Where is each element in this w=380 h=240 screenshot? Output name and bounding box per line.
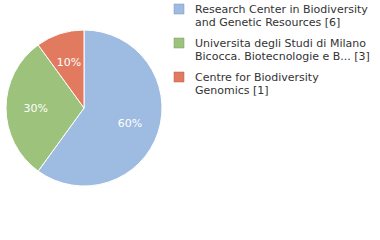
pie-slice xyxy=(6,45,84,171)
legend-label-line: Research Center in Biodiversity xyxy=(195,3,368,16)
data-label: 30% xyxy=(23,102,47,115)
legend: Research Center in Biodiversityand Genet… xyxy=(174,3,370,97)
legend-label: Universita degli Studi di MilanoBicocca.… xyxy=(195,37,370,63)
data-label: 10% xyxy=(57,56,81,69)
legend-label-line: Centre for Biodiversity xyxy=(195,71,319,84)
pie xyxy=(6,30,162,186)
legend-label-line: Bicocca. Biotecnologie e B... [3] xyxy=(195,50,370,63)
legend-label-line: Genomics [1] xyxy=(195,84,269,97)
legend-label-line: and Genetic Resources [6] xyxy=(195,16,340,29)
pie-slice xyxy=(38,30,84,108)
data-label: 60% xyxy=(118,117,142,130)
chart: 60% 30% 10% Research Center in Biodiversity… xyxy=(0,0,380,240)
data-labels: 60% 30% 10% xyxy=(23,56,142,130)
legend-label: Research Center in Biodiversityand Genet… xyxy=(195,3,368,29)
legend-label: Centre for BiodiversityGenomics [1] xyxy=(195,71,319,97)
legend-swatch xyxy=(174,72,184,82)
legend-swatch xyxy=(174,38,184,48)
legend-label-line: Universita degli Studi di Milano xyxy=(195,37,366,50)
legend-swatch xyxy=(174,4,184,14)
